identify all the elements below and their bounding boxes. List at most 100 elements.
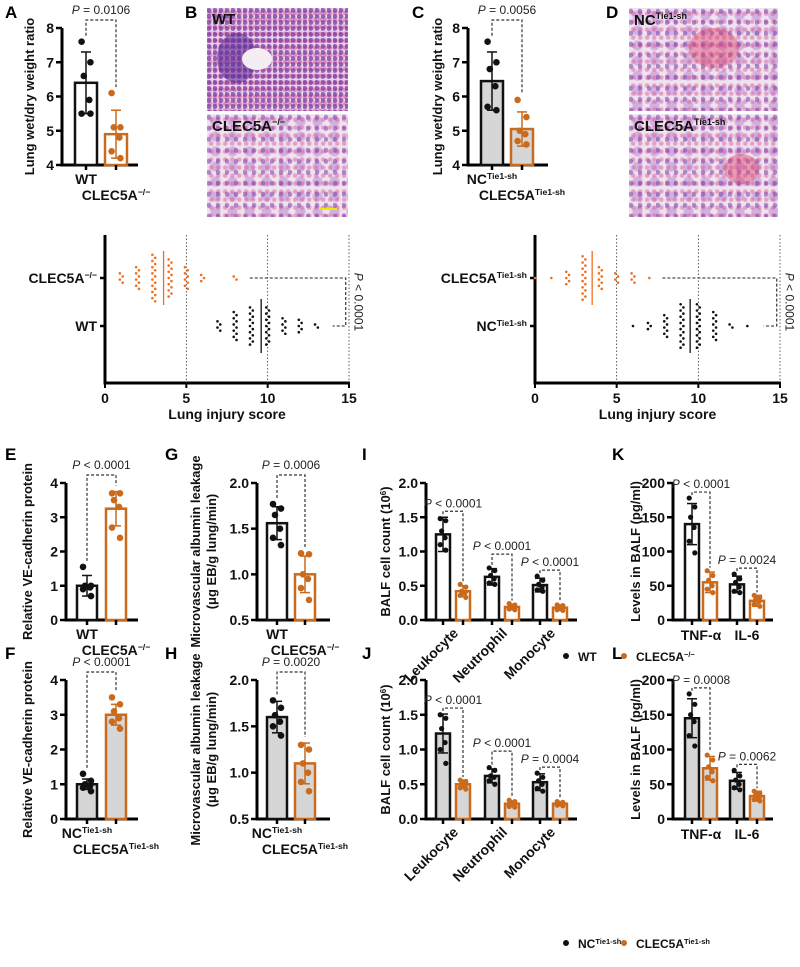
significance-bracket xyxy=(736,567,758,593)
data-point xyxy=(514,96,521,104)
x-category-label: CLEC5ATie1-sh xyxy=(73,841,159,857)
y-axis-label: Levels in BALF (pg/ml) xyxy=(628,481,643,622)
y-tick-label: 7 xyxy=(452,54,460,70)
data-point xyxy=(492,781,498,787)
data-point xyxy=(110,124,118,131)
y-tick-label: 2.0 xyxy=(399,672,419,688)
data-point xyxy=(297,330,301,334)
data-point xyxy=(218,329,222,332)
data-point xyxy=(305,746,313,753)
data-point xyxy=(616,275,620,278)
data-point xyxy=(539,781,545,787)
data-point xyxy=(597,284,601,288)
data-point xyxy=(523,113,530,121)
y-tick-label: 1 xyxy=(50,776,58,792)
data-point xyxy=(276,525,284,532)
histology-label-wt: WT xyxy=(212,11,236,28)
data-point xyxy=(710,757,716,763)
data-point xyxy=(437,516,443,522)
data-point xyxy=(284,332,287,336)
p-value-label: P = 0.0006 xyxy=(262,458,321,472)
data-point xyxy=(737,590,743,596)
histology-image-wt: WT xyxy=(207,8,348,111)
panel-letter-d: D xyxy=(606,3,619,22)
data-point xyxy=(688,712,694,718)
data-point xyxy=(118,278,122,281)
data-point xyxy=(264,343,268,346)
y-axis-label: Lung wet/dry weight ratio xyxy=(22,18,37,176)
data-point xyxy=(137,275,141,278)
y-tick-label: 2 xyxy=(50,544,58,560)
data-point xyxy=(218,323,222,326)
data-point xyxy=(151,284,154,288)
data-point xyxy=(170,279,173,283)
data-point xyxy=(613,272,617,275)
data-point xyxy=(698,343,702,346)
significance-bracket xyxy=(442,510,464,582)
p-value-label: P = 0.0004 xyxy=(521,752,580,766)
data-point xyxy=(153,287,157,291)
chart-panel-c: 4 5 6 7 8 Lung wet/dry weight ratio NCTie1-shC… xyxy=(430,3,565,203)
data-point xyxy=(506,606,512,612)
x-axis-label: Lung injury score xyxy=(599,406,717,422)
data-point xyxy=(232,316,236,320)
x-category-label: TNF-α xyxy=(681,826,722,842)
data-point xyxy=(581,273,584,277)
data-point xyxy=(686,733,692,739)
data-point xyxy=(695,309,699,312)
data-point xyxy=(87,777,95,785)
y-tick-label: 5 xyxy=(452,123,460,139)
significance-bracket xyxy=(276,474,306,548)
chart-panel-h: 0.5 1.0 1.5 2.0 Microvascular albumin leakag… xyxy=(188,653,348,857)
data-point xyxy=(581,254,584,258)
data-point xyxy=(251,315,255,319)
data-point xyxy=(711,316,715,320)
data-point xyxy=(512,607,518,613)
data-point xyxy=(554,802,560,808)
y-axis-label: Microvascular albumin leakage xyxy=(188,455,203,647)
data-point xyxy=(584,258,587,261)
data-point xyxy=(297,550,305,557)
data-point xyxy=(116,489,124,497)
y-tick-label: 0 xyxy=(657,612,665,628)
histology-image-clec5a-sh: CLEC5ATie1-sh xyxy=(629,114,778,217)
data-point xyxy=(134,284,138,288)
data-point xyxy=(87,110,94,117)
data-point xyxy=(493,106,500,114)
x-category-label: WT xyxy=(266,626,288,642)
y-tick-label: 2 xyxy=(50,742,58,758)
y-tick-label: 6 xyxy=(452,89,460,105)
y-axis-label: Lung wet/dry weight ratio xyxy=(430,18,445,176)
significance-bracket xyxy=(442,707,464,778)
y-tick-label: 0 xyxy=(50,811,58,827)
data-point xyxy=(679,315,682,319)
data-point xyxy=(134,278,138,281)
data-point xyxy=(731,588,737,594)
chart-panel-g: 0.5 1.0 1.5 2.0 Microvascular albumin leakag… xyxy=(188,455,339,658)
x-category-label: CLEC5ATie1-sh xyxy=(479,187,565,203)
data-point xyxy=(692,504,698,510)
data-point xyxy=(167,282,170,286)
histology-label-clec5a-ko: CLEC5A−/− xyxy=(212,117,286,135)
data-point xyxy=(297,778,305,786)
chart-panel-injury-right: 0 5 10 15 Lung injury score CLEC5ATie1-sh NCTi… xyxy=(441,235,797,422)
data-point xyxy=(486,764,492,771)
data-point xyxy=(581,261,584,264)
data-point xyxy=(232,329,236,332)
data-point xyxy=(554,607,560,613)
data-point xyxy=(463,584,469,590)
data-point xyxy=(439,528,445,534)
p-value-label: P < 0.0001 xyxy=(783,273,797,332)
data-point xyxy=(116,725,124,732)
data-point xyxy=(153,275,157,278)
data-point xyxy=(170,273,173,277)
data-point xyxy=(167,270,170,274)
data-point xyxy=(439,726,445,732)
x-category-label: NCTie1-sh xyxy=(62,825,112,841)
significance-bracket xyxy=(85,19,117,88)
data-point xyxy=(662,332,666,336)
data-point xyxy=(679,334,682,337)
data-point xyxy=(167,264,170,267)
